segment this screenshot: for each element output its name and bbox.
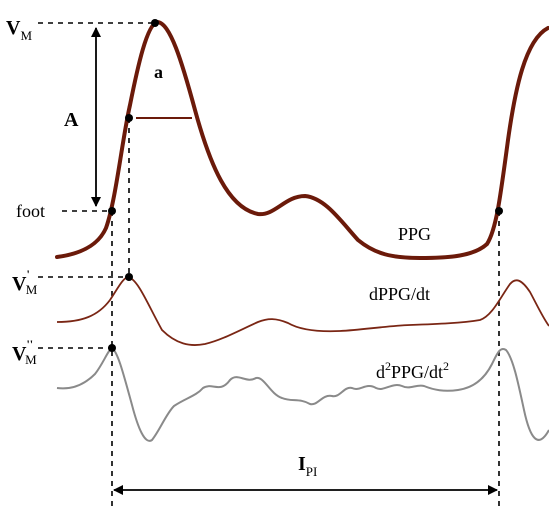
guide-lines (38, 22, 500, 506)
d2ppg-label: d2PPG/dt2 (376, 359, 449, 382)
foot-label: foot (16, 201, 45, 221)
foot-point (108, 207, 116, 215)
amplitude-label: A (64, 109, 79, 131)
dppg-label: dPPG/dt (369, 284, 430, 304)
d2ppg-peak-point (108, 344, 116, 352)
half-amplitude-point (125, 114, 133, 122)
point-a-label: a (154, 62, 163, 82)
d2ppg-curve (56, 347, 549, 442)
next-foot-point (495, 207, 503, 215)
dppg-curve (56, 276, 549, 346)
ppg-label: PPG (398, 224, 431, 244)
vm-prime-label: V' M (12, 267, 38, 297)
ppg-curve (55, 20, 549, 260)
peak-point (151, 19, 159, 27)
key-points (108, 19, 503, 352)
vm-double-prime-label: V'' M (12, 337, 37, 367)
vm-label: VM (6, 17, 32, 43)
dppg-peak-point (125, 273, 133, 281)
interval-label: IPI (298, 453, 317, 479)
